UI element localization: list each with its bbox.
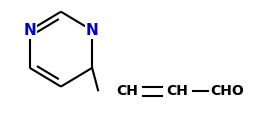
Text: N: N <box>86 23 99 38</box>
Text: CH: CH <box>117 84 138 98</box>
Text: CHO: CHO <box>210 84 244 98</box>
Text: CH: CH <box>166 84 188 98</box>
Text: N: N <box>23 23 36 38</box>
